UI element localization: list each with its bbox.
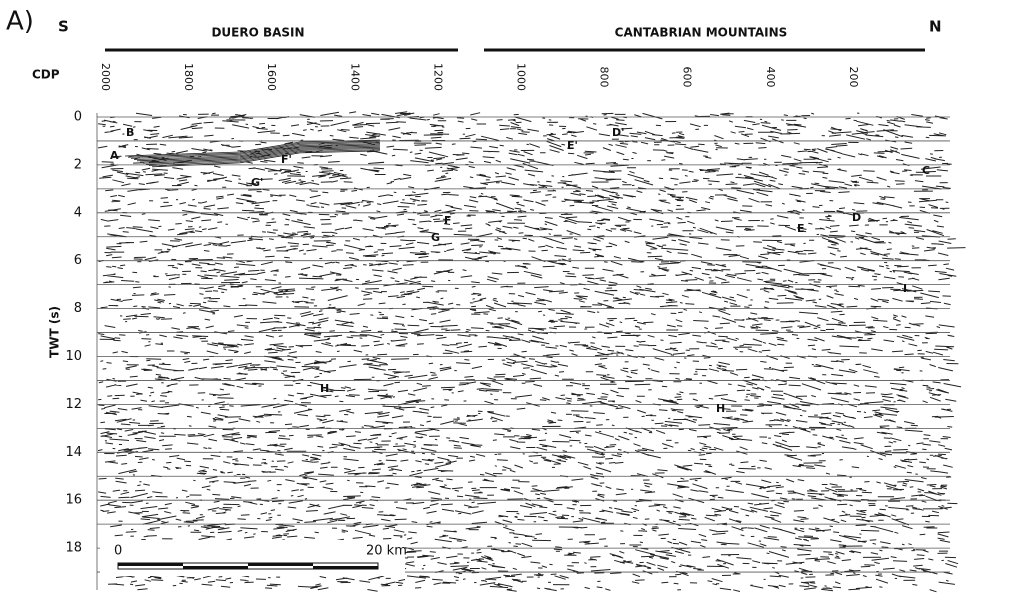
reflector-label: G' [251, 176, 263, 189]
south-label: S [58, 18, 69, 36]
cdp-tick-label: 1200 [431, 63, 444, 91]
north-label: N [929, 18, 942, 36]
cdp-tick-label: 200 [847, 67, 860, 88]
region-label: CANTABRIAN MOUNTAINS [615, 26, 788, 40]
scale-bar [117, 562, 379, 570]
twt-tick-label: 14 [65, 445, 82, 460]
reflector-label: E' [567, 139, 578, 152]
reflector-label: D [852, 211, 861, 224]
reflector-label: B [126, 126, 134, 139]
panel-label: A) [6, 7, 34, 37]
scale-bar-start: 0 [114, 544, 122, 559]
reflector-label: A [110, 149, 119, 162]
twt-tick-label: 4 [74, 205, 82, 220]
cdp-tick-label: 400 [764, 67, 777, 88]
reflector-label: D' [612, 126, 625, 139]
seismic-reflector [124, 139, 381, 168]
cdp-tick-label: 1800 [182, 63, 195, 91]
cdp-tick-label: 1000 [515, 63, 528, 91]
cdp-tick-label: 2000 [99, 63, 112, 91]
reflector-label: G [431, 231, 440, 244]
scale-bar-segment [248, 563, 313, 566]
twt-tick-label: 0 [74, 110, 82, 125]
twt-axis-title: TWT (s) [48, 306, 62, 358]
reflector-label: F' [281, 153, 292, 166]
scale-bar-segment [183, 566, 248, 569]
reflector-label: C [922, 164, 930, 177]
scale-bar-segment [118, 563, 183, 566]
twt-tick-label: 6 [74, 253, 82, 268]
scale-bar-backdrop [100, 540, 405, 576]
seismic-section [96, 111, 966, 593]
twt-tick-label: 16 [65, 493, 82, 508]
scale-bar-segment [313, 566, 378, 569]
twt-tick-label: 10 [65, 349, 82, 364]
cdp-tick-label: 800 [598, 67, 611, 88]
twt-tick-label: 12 [65, 397, 82, 412]
reflector-label: I [903, 282, 907, 295]
seismic-noise [97, 111, 966, 593]
scale-bar-end: 20 km [366, 544, 407, 559]
reflector-label: F [444, 214, 452, 227]
twt-tick-label: 8 [74, 301, 82, 316]
cdp-tick-label: 1400 [348, 63, 361, 91]
region-label: DUERO BASIN [211, 26, 304, 40]
cdp-axis-title: CDP [32, 68, 60, 82]
cdp-tick-label: 1600 [265, 63, 278, 91]
reflector-label: E [797, 222, 805, 235]
twt-tick-label: 18 [65, 541, 82, 556]
reflector-label: H [320, 382, 329, 395]
twt-tick-label: 2 [74, 157, 82, 172]
cdp-tick-label: 600 [681, 67, 694, 88]
reflector-label: H [716, 402, 725, 415]
